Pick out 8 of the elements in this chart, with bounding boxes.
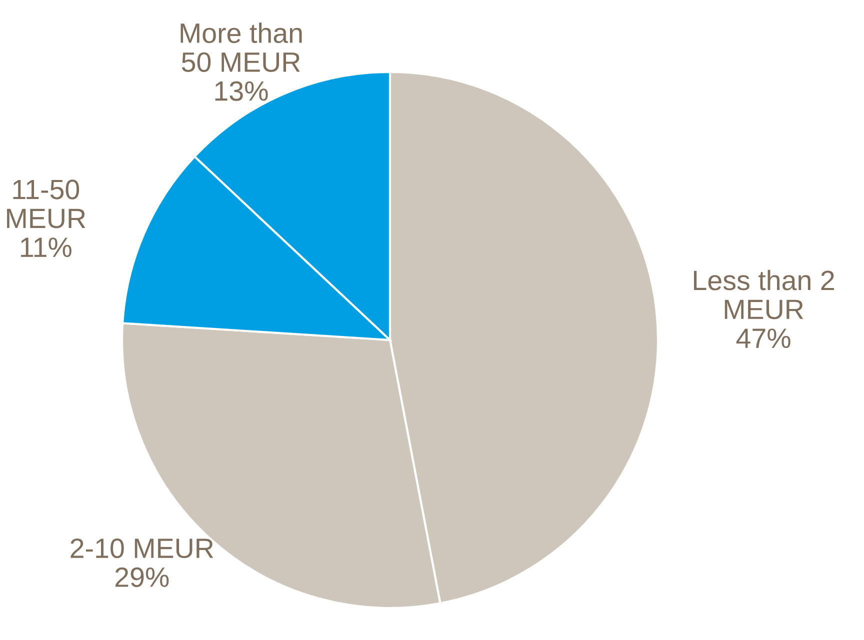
slice-label: 11-50 MEUR [7, 180, 86, 228]
slice-label: 2-10 MEUR [70, 538, 214, 558]
data-label: 13% [215, 81, 268, 101]
data-label: 29% [115, 567, 169, 588]
data-label: 11% [21, 238, 72, 258]
slice-label: More than 50 MEUR [180, 22, 302, 72]
slice-label: Less than 2 MEUR [694, 270, 834, 320]
data-label: 47% [736, 328, 790, 348]
